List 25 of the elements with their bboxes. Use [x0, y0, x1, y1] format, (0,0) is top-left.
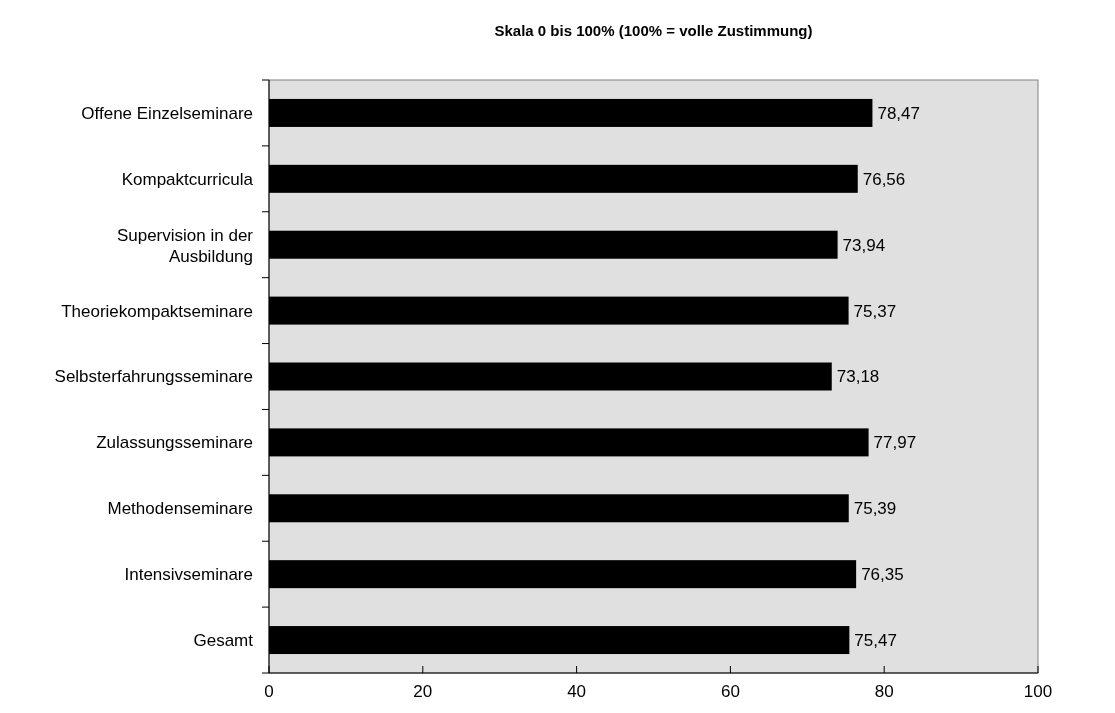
y-tick-label: Supervision in der Ausbildung — [116, 225, 254, 266]
y-tick-label: Offene Einzelseminare — [81, 103, 253, 123]
y-tick-label: Selbsterfahrungsseminare — [54, 367, 253, 387]
x-tick-label: 100 — [1023, 682, 1053, 701]
x-tick-label: 0 — [264, 682, 274, 701]
y-tick-label: Theoriekompaktseminare — [61, 301, 253, 321]
chart-title: Skala 0 bis 100% (100% = volle Zustimmung) — [494, 22, 813, 39]
data-label: 75,39 — [853, 499, 897, 519]
y-tick-label: Methodenseminare — [107, 499, 253, 519]
data-label: 77,97 — [873, 433, 917, 453]
y-tick-label: Kompaktcurricula — [121, 169, 254, 189]
x-tick-label: 40 — [567, 682, 587, 701]
y-tick-label: Intensivseminare — [124, 565, 253, 585]
data-label: 76,56 — [862, 169, 906, 189]
data-label: 75,47 — [854, 631, 897, 651]
data-label: 75,37 — [853, 301, 897, 321]
x-tick-label: 80 — [874, 682, 894, 701]
y-tick-label: Gesamt — [193, 631, 254, 651]
data-label: 73,94 — [842, 235, 886, 255]
data-label: 76,35 — [861, 565, 904, 585]
y-tick-label: Zulassungsseminare — [96, 433, 253, 453]
data-label: 73,18 — [836, 367, 880, 387]
x-tick-label: 20 — [413, 682, 433, 701]
x-tick-label: 60 — [720, 682, 740, 701]
data-label: 78,47 — [877, 103, 920, 123]
